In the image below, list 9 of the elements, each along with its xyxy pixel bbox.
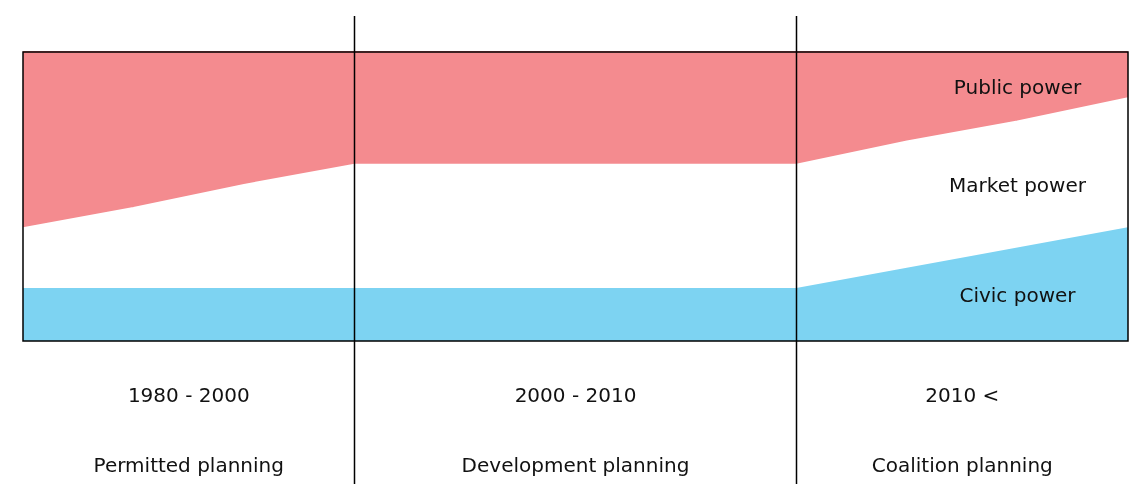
text: 2000 - 2010 [514, 383, 637, 407]
series-label: Civic power [959, 282, 1077, 307]
text: Permitted planning [93, 453, 284, 477]
series-label: Market power [949, 172, 1087, 197]
text: 2010 < [925, 383, 1000, 407]
text: Development planning [461, 453, 690, 477]
text: 1980 - 2000 [127, 383, 250, 407]
series-label: Public power [953, 74, 1082, 99]
text: Coalition planning [871, 453, 1053, 477]
